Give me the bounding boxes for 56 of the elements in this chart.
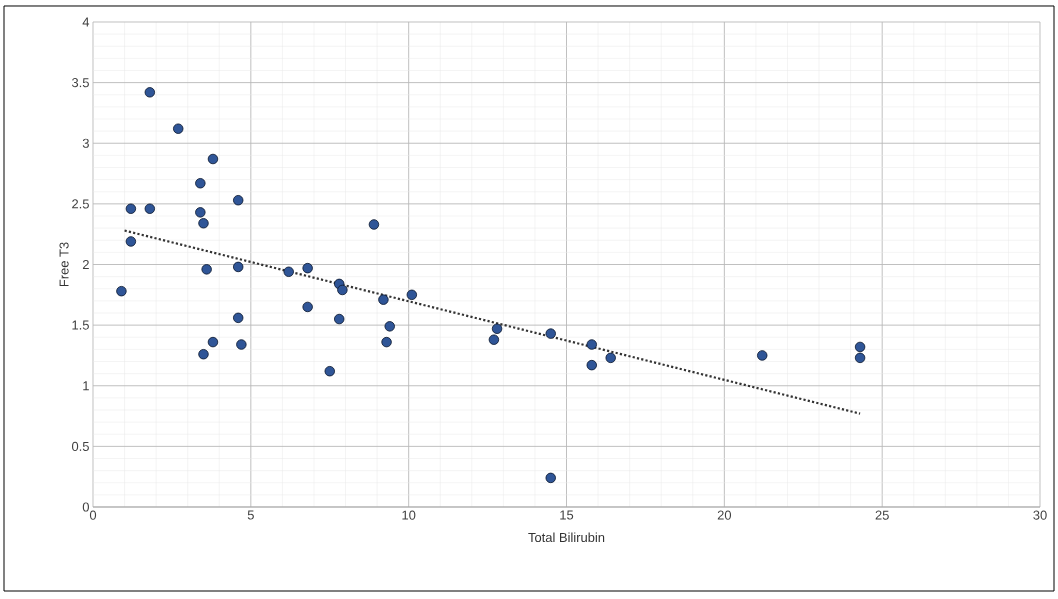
point — [302, 301, 313, 313]
point — [125, 203, 137, 214]
point — [198, 349, 209, 360]
y-tick-label: 1 — [83, 381, 89, 391]
point — [381, 336, 392, 348]
point — [233, 195, 244, 206]
x-tick-label: 15 — [560, 510, 574, 520]
x-tick-label: 10 — [402, 510, 416, 520]
point — [195, 178, 206, 189]
point — [757, 350, 768, 361]
point — [116, 285, 127, 297]
point — [378, 294, 389, 305]
y-tick-label: 3 — [82, 138, 89, 148]
point — [207, 336, 219, 348]
x-tick-label: 30 — [1033, 510, 1047, 520]
y-tick-label: 1.5 — [72, 320, 89, 330]
point — [144, 87, 156, 98]
point — [586, 359, 597, 371]
point — [384, 321, 395, 332]
point — [207, 153, 219, 165]
point — [198, 218, 209, 229]
point — [233, 312, 244, 324]
point — [854, 352, 866, 364]
point — [545, 328, 556, 339]
point — [125, 236, 137, 247]
y-tick-label: 0 — [82, 502, 89, 512]
y-tick-label: 0.5 — [71, 441, 89, 451]
point — [368, 219, 380, 230]
point — [854, 341, 866, 353]
x-tick-label: 0 — [89, 510, 97, 520]
y-tick-label: 2 — [82, 259, 89, 270]
x-tick-label: 25 — [875, 510, 889, 520]
point — [605, 352, 616, 364]
x-axis-title: Total Bilirubin — [528, 532, 605, 543]
x-tick-label: 5 — [247, 510, 254, 520]
point — [406, 289, 418, 301]
point — [337, 284, 348, 296]
y-tick-label: 2.5 — [72, 199, 89, 209]
point — [233, 261, 244, 273]
point — [201, 264, 212, 275]
x-tick-label: 20 — [717, 510, 732, 520]
point — [586, 339, 597, 350]
y-tick-label: 3.5 — [71, 78, 89, 88]
point — [283, 266, 294, 277]
point — [491, 323, 503, 334]
point — [195, 207, 206, 218]
point — [324, 366, 335, 377]
point — [144, 203, 156, 214]
point — [236, 339, 247, 350]
point — [302, 262, 313, 274]
point — [334, 313, 345, 325]
y-tick-label: 4 — [82, 17, 90, 27]
y-axis-title: Free T3 — [59, 242, 69, 287]
point — [488, 334, 500, 345]
point — [173, 123, 184, 134]
point — [545, 472, 556, 484]
